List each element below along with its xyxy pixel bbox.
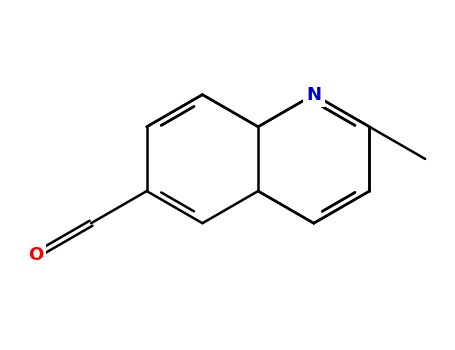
Text: N: N xyxy=(306,86,321,104)
Text: O: O xyxy=(28,246,43,264)
